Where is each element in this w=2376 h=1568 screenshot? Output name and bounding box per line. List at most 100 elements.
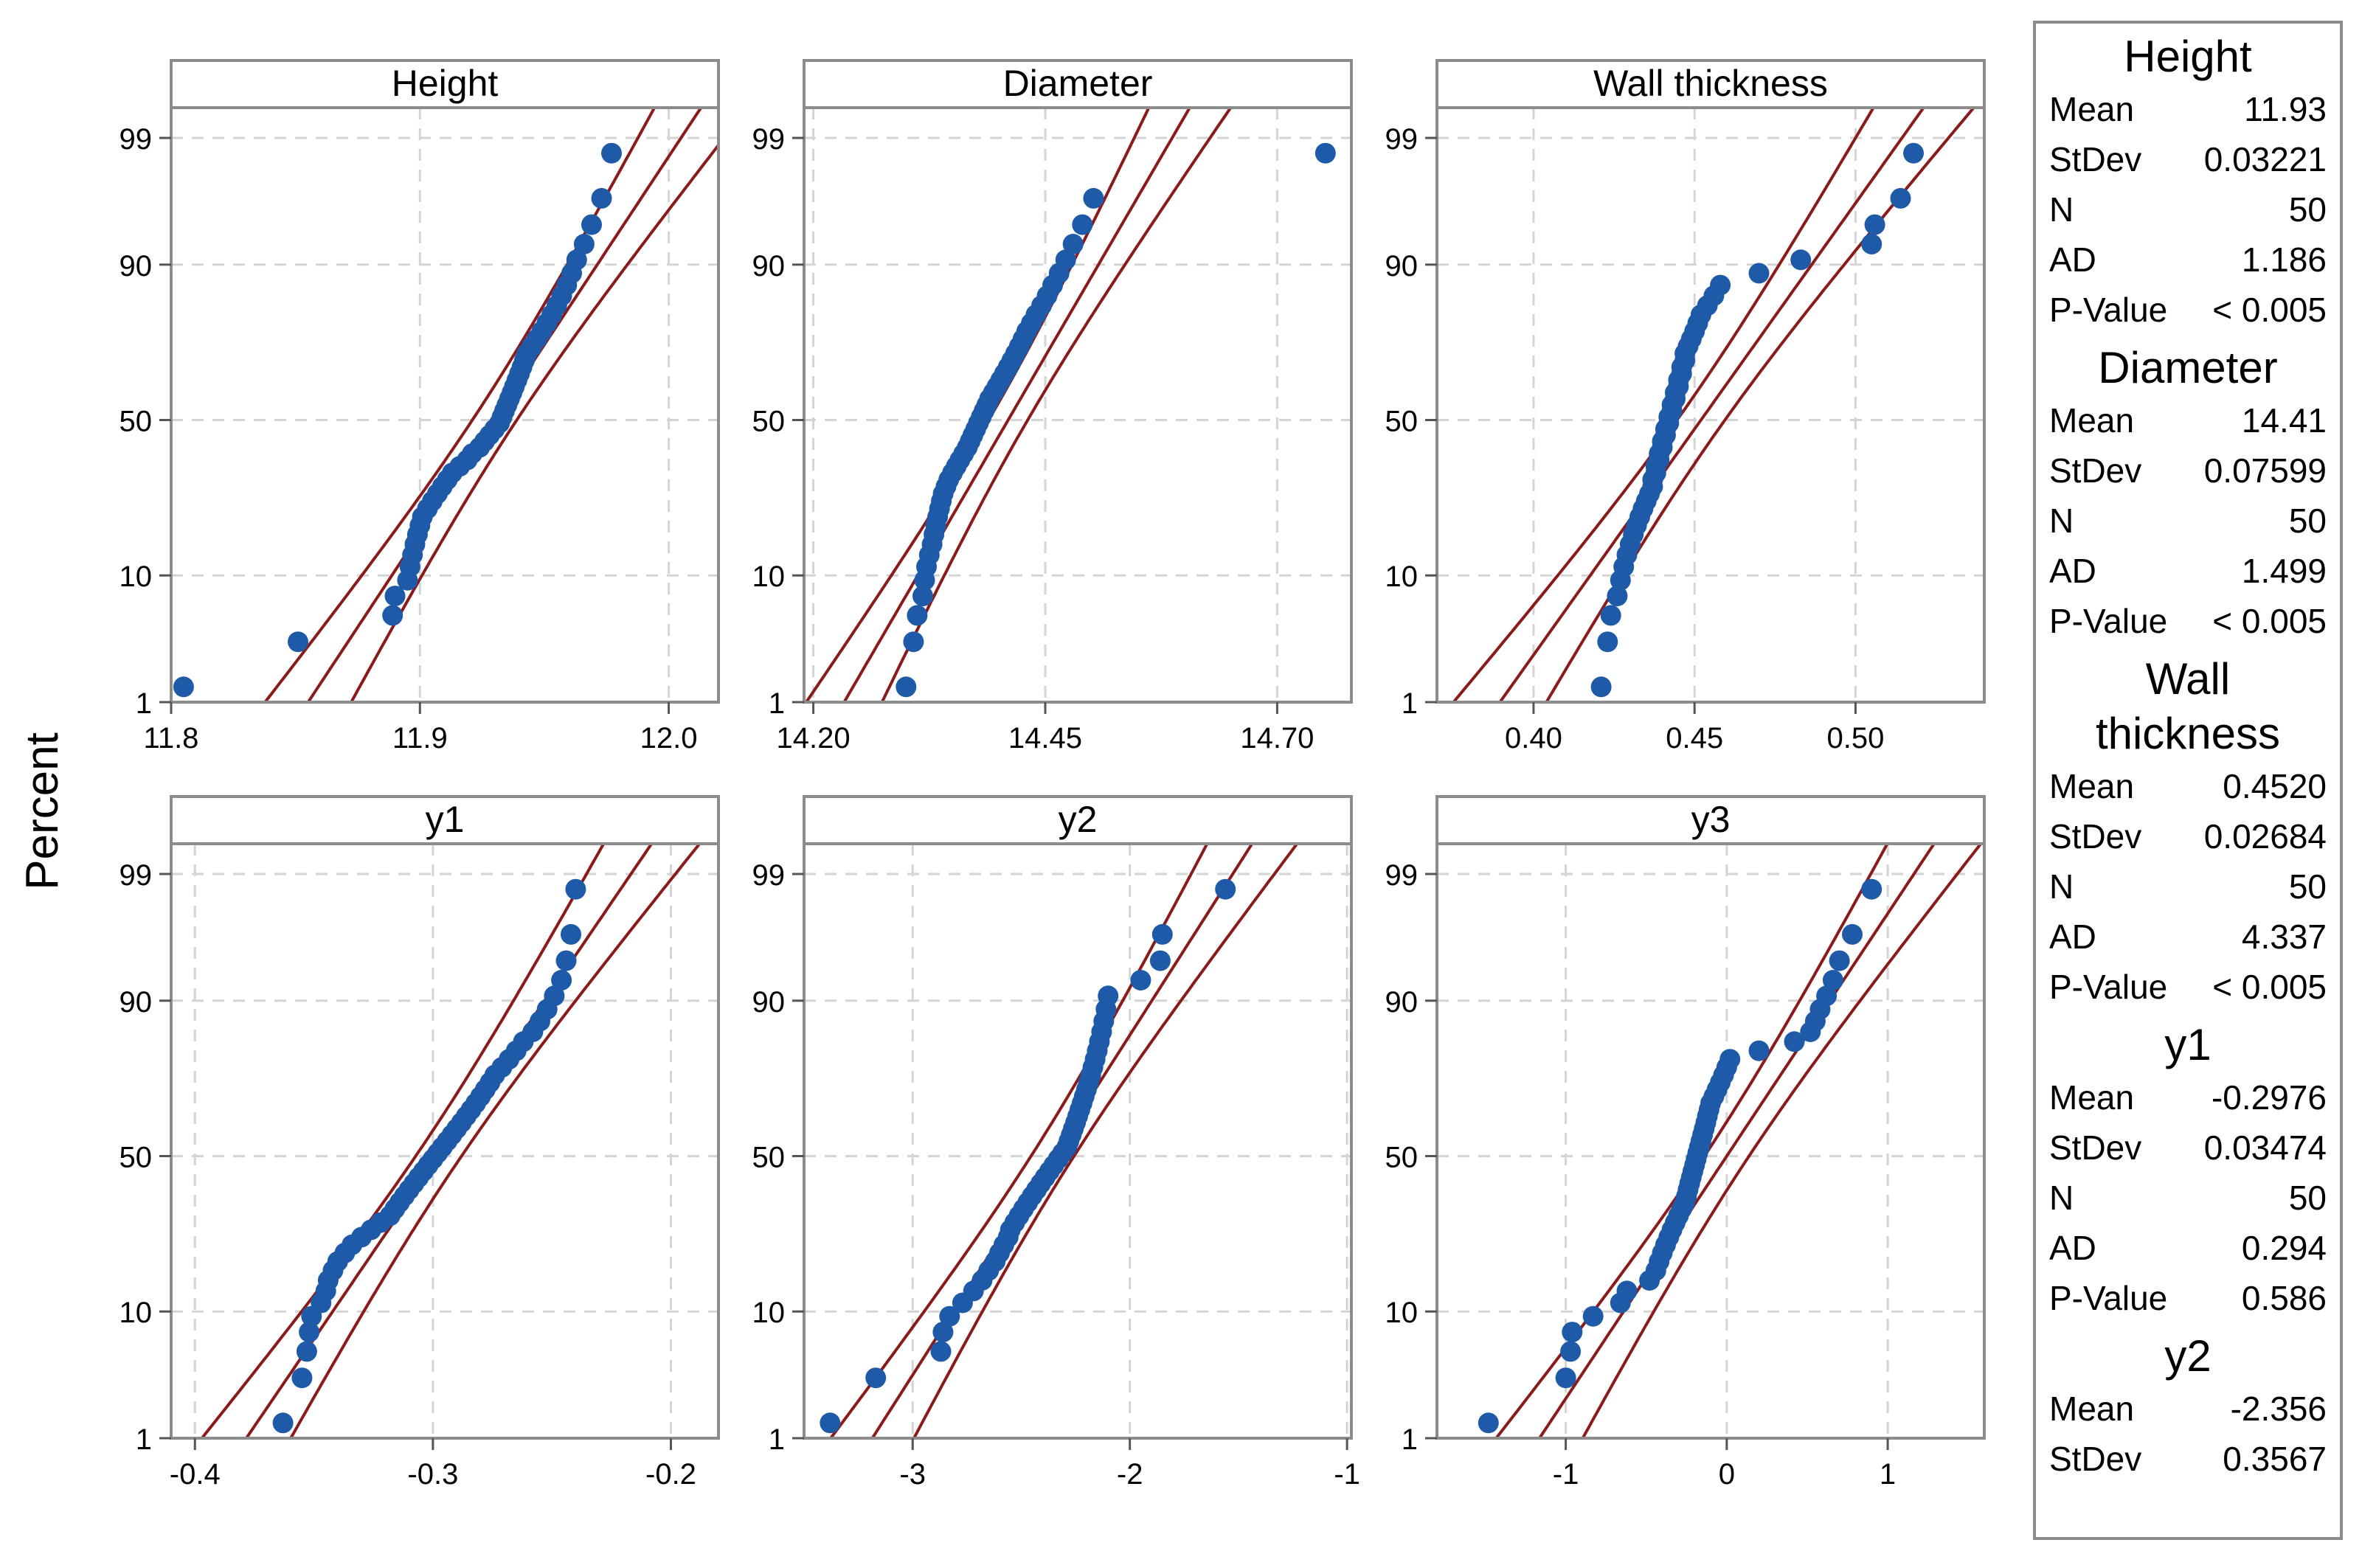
stats-row: N 50: [2049, 496, 2327, 546]
stats-row: StDev 0.03221: [2049, 134, 2327, 184]
stats-row: AD 1.499: [2049, 546, 2327, 596]
fit-line: [842, 108, 1192, 702]
panel-title: y1: [426, 799, 465, 840]
data-point: [1062, 234, 1084, 254]
y-tick-label: 99: [752, 859, 786, 892]
stats-key: Mean: [2049, 767, 2135, 805]
stats-key: AD: [2049, 552, 2096, 590]
panel-frame: [170, 795, 720, 1440]
fit-band-lower: [804, 108, 1151, 702]
y-tick-label: 90: [120, 986, 153, 1019]
data-point: [382, 605, 403, 626]
data-point: [551, 970, 572, 991]
y-tick-label: 10: [120, 561, 153, 593]
stats-value: < 0.005: [2212, 602, 2327, 640]
data-point: [581, 214, 602, 235]
stats-value: 0.02684: [2203, 817, 2327, 856]
data-point: [1478, 1412, 1499, 1434]
data-point: [1710, 274, 1731, 296]
y-tick-label: 1: [769, 1423, 785, 1456]
panel-3: Wall thickness 1 10 50 90 99 0.40 0.45 0.50: [1385, 59, 1986, 754]
stats-value: 0.3567: [2223, 1440, 2327, 1478]
stats-value: 0.4520: [2223, 767, 2327, 805]
stats-row: P-Value 0.586: [2049, 1273, 2327, 1323]
data-point: [1562, 1322, 1583, 1343]
data-point: [1864, 214, 1885, 235]
data-point: [1151, 923, 1173, 945]
stats-key: StDev: [2049, 1440, 2142, 1478]
stats-key: StDev: [2049, 451, 2142, 490]
panel-title: Diameter: [1003, 63, 1153, 104]
data-point: [1600, 605, 1621, 626]
y-tick-label: 99: [120, 859, 153, 892]
data-point: [1890, 187, 1911, 209]
data-point: [1055, 249, 1076, 271]
data-point: [1784, 1031, 1805, 1052]
stats-key: AD: [2049, 1229, 2096, 1267]
y-tick-label: 50: [1385, 1142, 1419, 1174]
data-point: [591, 187, 612, 209]
data-point: [555, 950, 577, 971]
panel-frame: [803, 59, 1353, 704]
data-point: [1719, 1049, 1741, 1070]
stats-row: Mean -0.2976: [2049, 1072, 2327, 1123]
panel-4: y1 1 10 50 90 99 -0.4 -0.3 -0.2: [120, 795, 720, 1491]
stats-key: N: [2049, 190, 2074, 229]
data-point: [296, 1341, 317, 1362]
stats-row: Mean 14.41: [2049, 395, 2327, 445]
y-tick-label: 10: [752, 1297, 786, 1329]
stats-row: StDev 0.07599: [2049, 445, 2327, 496]
x-tick-label: 0.50: [1826, 722, 1884, 754]
stats-value: < 0.005: [2212, 291, 2327, 329]
y-tick-label: 10: [120, 1297, 153, 1329]
y-tick-label: 10: [752, 561, 786, 593]
stats-group-title: Diameter: [2098, 343, 2278, 392]
y-tick-label: 90: [120, 250, 153, 282]
fit-band-upper: [1581, 844, 1983, 1438]
stats-row: StDev 0.03474: [2049, 1123, 2327, 1173]
data-point: [1822, 970, 1843, 991]
x-tick-label: 0.40: [1505, 722, 1562, 754]
stats-key: N: [2049, 867, 2074, 906]
stats-key: N: [2049, 502, 2074, 540]
data-point: [1861, 878, 1883, 900]
panel-frame: [803, 795, 1353, 1440]
data-point: [820, 1412, 841, 1434]
data-point: [907, 605, 928, 626]
fit-line: [1537, 844, 1936, 1438]
x-tick-label: 1: [1880, 1458, 1896, 1491]
stats-value: 0.586: [2241, 1279, 2327, 1317]
data-point: [1072, 214, 1093, 235]
y-tick-label: 99: [1385, 123, 1419, 156]
y-axis-label: Percent: [17, 732, 68, 890]
data-point: [1903, 142, 1924, 164]
data-point: [1861, 234, 1883, 254]
x-tick-label: -1: [1334, 1458, 1360, 1491]
y-tick-label: 99: [120, 123, 153, 156]
stats-value: 0.03221: [2203, 140, 2327, 178]
x-tick-label: 0.45: [1666, 722, 1723, 754]
data-point: [912, 586, 933, 607]
fit-band-upper: [288, 844, 702, 1438]
stats-row: AD 0.294: [2049, 1223, 2327, 1273]
data-point: [903, 631, 924, 653]
stats-row: AD 1.186: [2049, 235, 2327, 285]
y-tick-label: 50: [1385, 406, 1419, 438]
stats-value: 0.07599: [2203, 451, 2327, 490]
y-tick-label: 50: [752, 406, 786, 438]
fit-line: [1497, 108, 1926, 702]
fit-band-lower: [263, 108, 657, 702]
data-point: [1597, 631, 1618, 653]
stats-value: 1.499: [2241, 552, 2327, 590]
stats-key: P-Value: [2049, 1279, 2168, 1317]
y-tick-label: 1: [136, 1423, 152, 1456]
data-point: [573, 234, 595, 254]
stats-row: Mean 0.4520: [2049, 761, 2327, 811]
x-tick-label: 11.9: [392, 722, 448, 754]
stats-key: N: [2049, 1179, 2074, 1217]
data-point: [561, 923, 581, 945]
panel-2: Diameter 1 10 50 90 99 14.20 14.45 14.70: [752, 59, 1353, 754]
panel-title: Height: [392, 63, 499, 104]
stats-row: N 50: [2049, 861, 2327, 912]
stats-key: StDev: [2049, 817, 2142, 856]
